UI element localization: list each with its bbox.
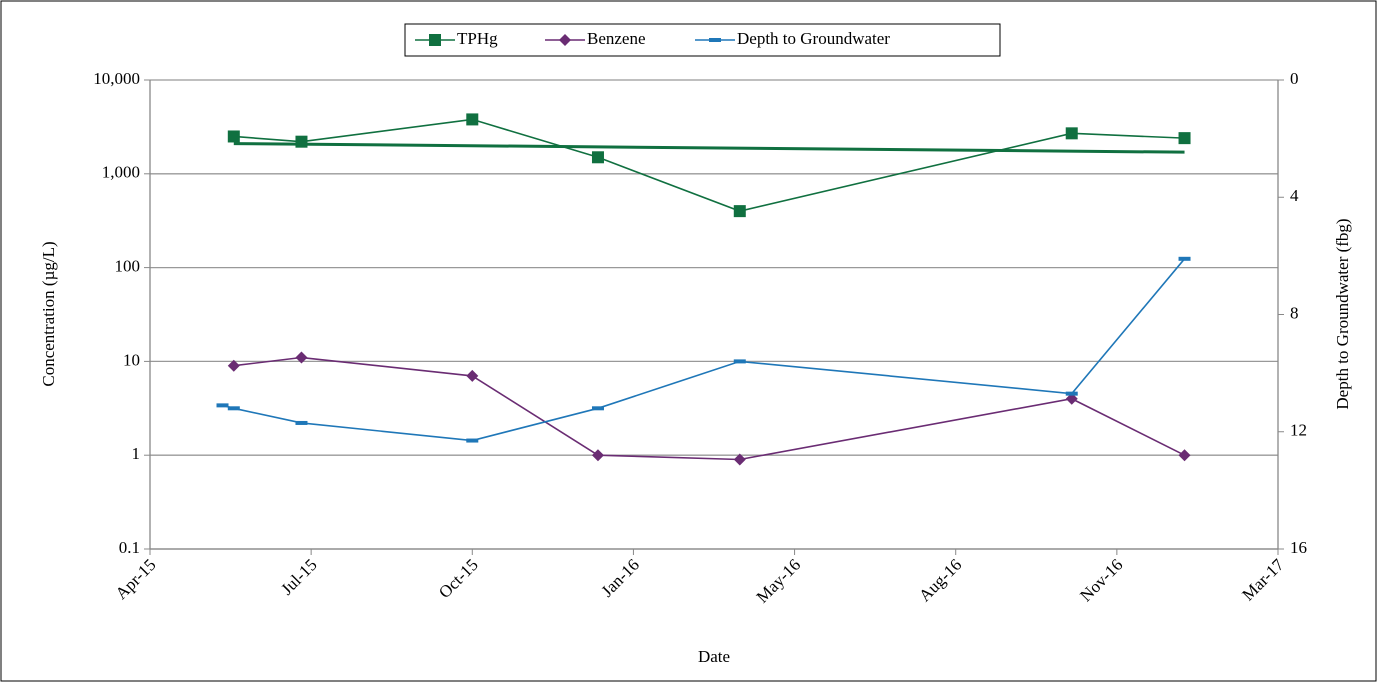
marker [466,113,479,126]
trendline [233,142,1185,154]
marker [1178,132,1191,145]
y2-axis-label: Depth to Groundwater (fbg) [1333,218,1352,409]
y2-tick-label: 12 [1290,421,1307,440]
marker [591,406,604,411]
marker [733,359,746,364]
marker [227,359,240,372]
y2-tick-label: 8 [1290,303,1299,322]
marker [1065,392,1078,405]
marker [591,449,604,462]
marker [429,34,441,46]
marker [591,151,604,164]
y-tick-label: 0.1 [119,538,140,557]
marker [227,406,240,411]
marker [733,453,746,466]
legend-label: Depth to Groundwater [737,29,890,48]
marker [1178,256,1191,261]
legend-label: TPHg [457,29,498,48]
y-tick-label: 10,000 [93,69,140,88]
marker [1065,391,1078,396]
marker [1178,449,1191,462]
marker [709,38,721,42]
y2-tick-label: 4 [1290,186,1299,205]
y-tick-label: 1,000 [102,163,140,182]
y2-tick-label: 0 [1290,69,1299,88]
marker [466,438,479,443]
marker [295,351,308,364]
x-axis-label: Date [698,647,730,666]
legend-label: Benzene [587,29,646,48]
series-line [222,258,1186,442]
marker [559,34,571,46]
y-tick-label: 10 [123,350,140,369]
marker [466,369,479,382]
marker [216,403,229,408]
y-tick-label: 100 [115,257,141,276]
marker [295,420,308,425]
marker [227,130,240,143]
y2-tick-label: 16 [1290,538,1307,557]
legend: TPHg Benzene Depth to Groundwater [404,23,1001,57]
marker [295,135,308,148]
y-axis-label: Concentration (µg/L) [39,241,58,386]
y-tick-label: 1 [132,444,141,463]
marker [733,205,746,218]
marker [1065,127,1078,140]
